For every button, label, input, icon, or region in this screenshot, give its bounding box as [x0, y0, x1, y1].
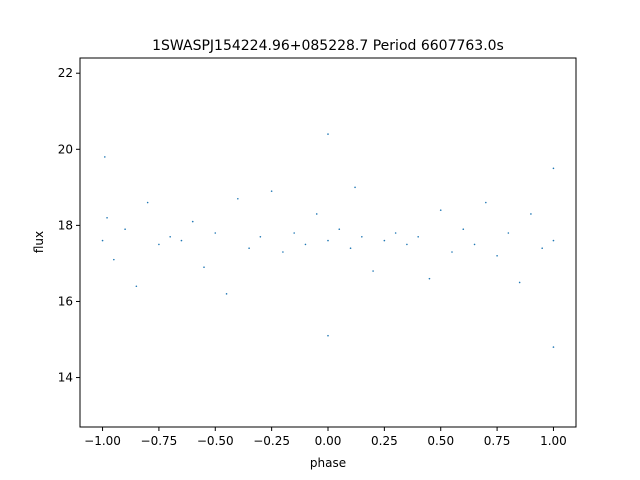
- x-tick-label: −0.75: [141, 434, 178, 448]
- data-point: [180, 239, 183, 242]
- data-point: [406, 243, 408, 246]
- data-points: [101, 133, 555, 348]
- data-point: [349, 247, 352, 250]
- data-point: [169, 235, 171, 238]
- y-tick-label: 18: [58, 218, 73, 232]
- data-point: [518, 281, 521, 284]
- data-point: [541, 247, 543, 250]
- data-point: [462, 228, 465, 230]
- data-point: [214, 232, 217, 234]
- data-point: [394, 232, 397, 234]
- x-tick-label: −1.00: [84, 434, 121, 448]
- x-tick-label: 0.75: [484, 434, 511, 448]
- data-point: [496, 255, 498, 257]
- y-tick-label: 14: [58, 371, 73, 385]
- x-tick-label: 1.00: [540, 434, 567, 448]
- data-point: [338, 228, 341, 230]
- y-tick-label: 16: [58, 294, 73, 308]
- data-point: [104, 156, 106, 158]
- data-point: [124, 228, 126, 230]
- data-point: [248, 247, 250, 250]
- data-point: [259, 235, 262, 238]
- data-point: [383, 239, 386, 242]
- data-point: [473, 243, 476, 246]
- x-tick-label: 0.25: [371, 434, 398, 448]
- data-point: [270, 190, 273, 192]
- x-axis-ticks: −1.00 −0.75 −0.50 −0.25 0.00 0.25 0.50 0.75 1.00: [84, 427, 567, 448]
- data-point: [530, 213, 532, 215]
- y-tick-label: 20: [58, 142, 73, 156]
- data-point: [439, 209, 442, 211]
- data-point: [417, 235, 419, 238]
- data-point: [552, 239, 555, 242]
- y-axis-title: flux: [32, 231, 46, 253]
- data-point: [361, 235, 363, 238]
- data-point: [158, 243, 160, 246]
- data-point: [451, 251, 453, 253]
- plot-frame: [79, 57, 577, 428]
- data-point: [354, 186, 356, 189]
- data-point: [293, 232, 295, 234]
- x-tick-label: −0.50: [197, 434, 234, 448]
- x-tick-label: 0.50: [427, 434, 454, 448]
- data-point: [237, 197, 239, 200]
- y-tick-label: 22: [58, 66, 73, 80]
- data-point: [485, 201, 487, 204]
- data-point: [304, 243, 307, 246]
- data-point: [146, 201, 149, 204]
- y-axis-ticks: 14 16 18 20 22: [58, 66, 80, 385]
- data-point: [101, 239, 104, 242]
- data-point: [106, 216, 108, 219]
- chart-title: 1SWASPJ154224.96+085228.7 Period 6607763…: [152, 38, 504, 54]
- x-axis-title: phase: [310, 456, 346, 470]
- data-point: [191, 220, 194, 223]
- x-tick-label: −0.25: [253, 434, 290, 448]
- data-point: [552, 346, 555, 348]
- data-point: [507, 232, 510, 234]
- data-point: [327, 133, 329, 135]
- data-point: [225, 293, 228, 295]
- data-point: [315, 213, 318, 215]
- x-tick-label: 0.00: [315, 434, 342, 448]
- data-point: [203, 266, 205, 269]
- data-point: [282, 251, 284, 253]
- data-point: [113, 258, 115, 261]
- data-point: [372, 270, 374, 272]
- data-point: [327, 334, 329, 337]
- data-point: [135, 285, 138, 288]
- data-point: [327, 239, 329, 242]
- data-point: [552, 167, 555, 170]
- data-point: [428, 277, 431, 280]
